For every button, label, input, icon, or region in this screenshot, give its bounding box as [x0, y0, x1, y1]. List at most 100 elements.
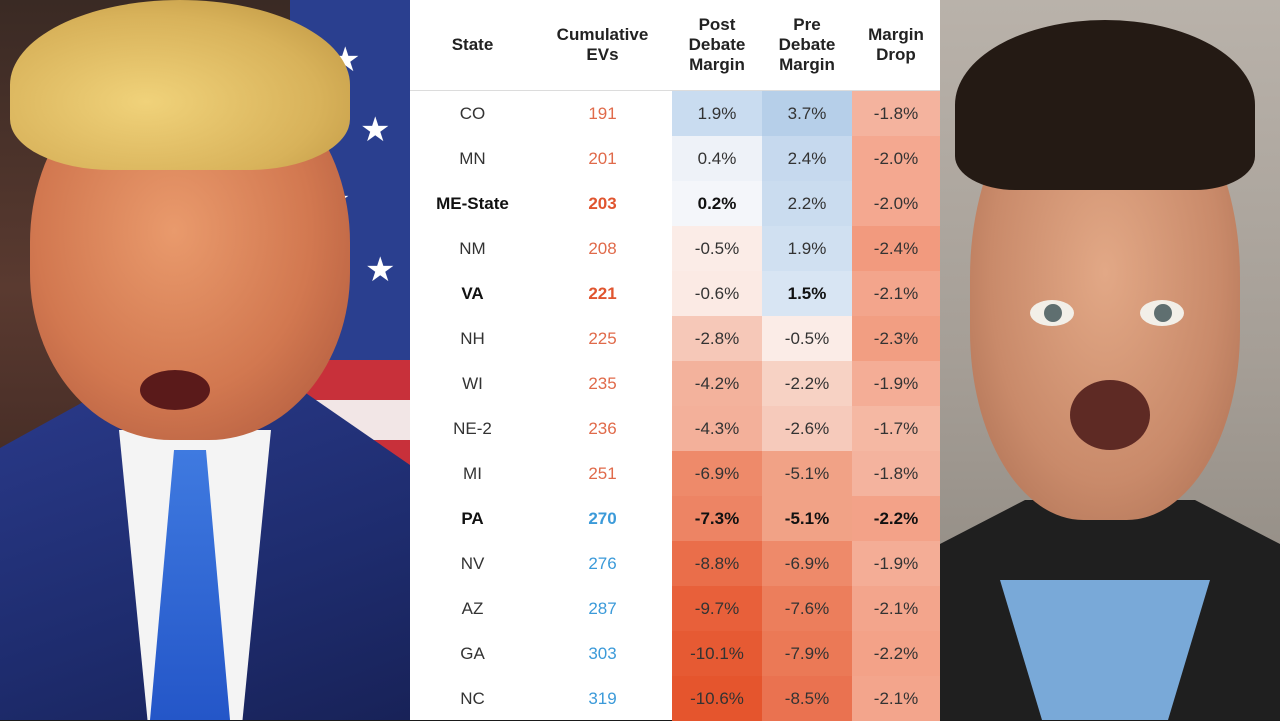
table-row: NM 208 -0.5% 1.9% -2.4% — [410, 226, 940, 271]
cumulative-ev-cell: 236 — [588, 418, 617, 438]
table-row: AZ 287 -9.7% -7.6% -2.1% — [410, 586, 940, 631]
margin-drop-cell: -2.0% — [852, 181, 940, 226]
pre-debate-margin-cell: -5.1% — [762, 496, 852, 541]
table-row: NV 276 -8.8% -6.9% -1.9% — [410, 541, 940, 586]
state-cell: ME-State — [436, 193, 509, 213]
pre-debate-margin-cell: -8.5% — [762, 676, 852, 721]
table-row: GA 303 -10.1% -7.9% -2.2% — [410, 631, 940, 676]
star-icon: ★ — [365, 251, 396, 289]
state-cell: NE-2 — [453, 418, 492, 438]
post-debate-margin-cell: -7.3% — [672, 496, 762, 541]
table-row: CO 191 1.9% 3.7% -1.8% — [410, 91, 940, 136]
post-debate-margin-cell: 0.2% — [672, 181, 762, 226]
margin-drop-cell: -1.8% — [852, 91, 940, 136]
pre-debate-margin-cell: 2.4% — [762, 136, 852, 181]
cumulative-ev-cell: 303 — [588, 643, 617, 663]
pre-debate-margin-cell: -7.9% — [762, 631, 852, 676]
state-cell: AZ — [461, 598, 484, 618]
post-debate-margin-cell: -10.1% — [672, 631, 762, 676]
state-cell: NH — [460, 328, 485, 348]
table-row: MI 251 -6.9% -5.1% -1.8% — [410, 451, 940, 496]
pre-debate-margin-cell: 3.7% — [762, 91, 852, 136]
cumulative-ev-cell: 225 — [588, 328, 617, 348]
right-speaker-photo — [940, 0, 1280, 720]
cumulative-ev-cell: 251 — [588, 463, 617, 483]
header-post-debate-margin: Post Debate Margin — [688, 15, 746, 74]
post-debate-margin-cell: -4.3% — [672, 406, 762, 451]
cumulative-ev-cell: 201 — [588, 148, 617, 168]
post-debate-margin-cell: 0.4% — [672, 136, 762, 181]
pre-debate-margin-cell: 2.2% — [762, 181, 852, 226]
header-margin-drop: Margin Drop — [868, 25, 924, 64]
cumulative-ev-cell: 270 — [588, 508, 617, 528]
mouth — [140, 370, 210, 410]
margin-table: State Cumulative EVs Post Debate Margin Pre… — [410, 0, 940, 721]
state-cell: GA — [460, 643, 485, 663]
state-cell: WI — [462, 373, 483, 393]
state-cell: NV — [460, 553, 485, 573]
state-cell: NM — [459, 238, 486, 258]
pre-debate-margin-cell: -6.9% — [762, 541, 852, 586]
mouth — [1070, 380, 1150, 450]
cumulative-ev-cell: 235 — [588, 373, 617, 393]
pre-debate-margin-cell: -5.1% — [762, 451, 852, 496]
state-cell: MI — [463, 463, 482, 483]
post-debate-margin-cell: -10.6% — [672, 676, 762, 721]
state-cell: PA — [461, 508, 484, 528]
post-debate-margin-cell: -0.5% — [672, 226, 762, 271]
margin-drop-cell: -2.1% — [852, 271, 940, 316]
post-debate-margin-cell: -4.2% — [672, 361, 762, 406]
post-debate-margin-cell: 1.9% — [672, 91, 762, 136]
header-state: State — [451, 35, 494, 54]
table-row: ME-State 203 0.2% 2.2% -2.0% — [410, 181, 940, 226]
hair — [955, 20, 1255, 190]
header-pre-debate-margin: Pre Debate Margin — [778, 15, 836, 74]
margin-drop-cell: -2.2% — [852, 496, 940, 541]
state-cell: MN — [459, 148, 486, 168]
pre-debate-margin-cell: 1.5% — [762, 271, 852, 316]
margin-drop-cell: -1.8% — [852, 451, 940, 496]
cumulative-ev-cell: 319 — [588, 688, 617, 708]
post-debate-margin-cell: -2.8% — [672, 316, 762, 361]
pre-debate-margin-cell: -0.5% — [762, 316, 852, 361]
cumulative-ev-cell: 276 — [588, 553, 617, 573]
cumulative-ev-cell: 221 — [588, 283, 617, 303]
post-debate-margin-cell: -6.9% — [672, 451, 762, 496]
post-debate-margin-cell: -9.7% — [672, 586, 762, 631]
margin-drop-cell: -2.0% — [852, 136, 940, 181]
table-row: NH 225 -2.8% -0.5% -2.3% — [410, 316, 940, 361]
left-eye — [1030, 300, 1074, 326]
margin-drop-cell: -1.9% — [852, 541, 940, 586]
table-header: State Cumulative EVs Post Debate Margin Pre… — [410, 0, 940, 91]
state-cell: VA — [461, 283, 484, 303]
hair — [10, 0, 350, 170]
right-eye — [1140, 300, 1184, 326]
post-debate-margin-cell: -0.6% — [672, 271, 762, 316]
margin-drop-cell: -1.9% — [852, 361, 940, 406]
state-cell: NC — [460, 688, 485, 708]
margin-drop-cell: -2.1% — [852, 676, 940, 721]
margin-drop-cell: -2.3% — [852, 316, 940, 361]
cumulative-ev-cell: 287 — [588, 598, 617, 618]
cumulative-ev-cell: 191 — [588, 103, 617, 123]
table-row: MN 201 0.4% 2.4% -2.0% — [410, 136, 940, 181]
pre-debate-margin-cell: 1.9% — [762, 226, 852, 271]
header-cumulative-evs: Cumulative EVs — [556, 25, 649, 64]
margin-drop-cell: -1.7% — [852, 406, 940, 451]
table-row: WI 235 -4.2% -2.2% -1.9% — [410, 361, 940, 406]
table-row: NC 319 -10.6% -8.5% -2.1% — [410, 676, 940, 721]
pre-debate-margin-cell: -2.6% — [762, 406, 852, 451]
margin-drop-cell: -2.2% — [852, 631, 940, 676]
cumulative-ev-cell: 203 — [588, 193, 617, 213]
left-speaker-photo: ★ ★ ★ ★ — [0, 0, 410, 720]
post-debate-margin-cell: -8.8% — [672, 541, 762, 586]
pre-debate-margin-cell: -7.6% — [762, 586, 852, 631]
pre-debate-margin-cell: -2.2% — [762, 361, 852, 406]
star-icon: ★ — [360, 111, 391, 149]
state-cell: CO — [459, 103, 486, 123]
table-row: VA 221 -0.6% 1.5% -2.1% — [410, 271, 940, 316]
table-row: NE-2 236 -4.3% -2.6% -1.7% — [410, 406, 940, 451]
margin-drop-cell: -2.4% — [852, 226, 940, 271]
table-row: PA 270 -7.3% -5.1% -2.2% — [410, 496, 940, 541]
cumulative-ev-cell: 208 — [588, 238, 617, 258]
